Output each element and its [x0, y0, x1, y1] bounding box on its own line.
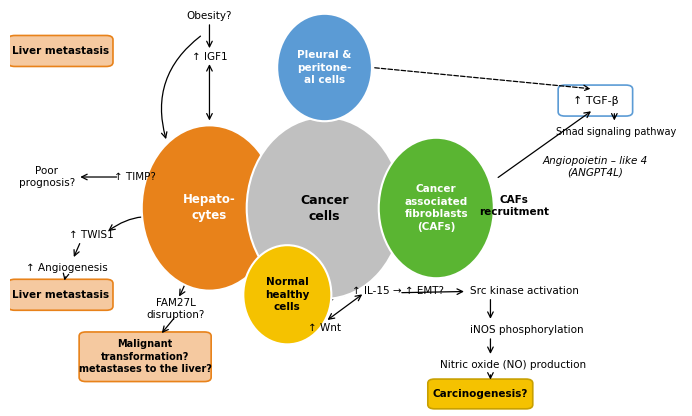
- FancyBboxPatch shape: [8, 35, 113, 67]
- Text: Cancer
associated
fibroblasts
(CAFs): Cancer associated fibroblasts (CAFs): [404, 184, 468, 232]
- Text: Cancer
cells: Cancer cells: [300, 193, 349, 223]
- Text: Smad signaling pathway: Smad signaling pathway: [556, 126, 676, 136]
- Ellipse shape: [244, 245, 331, 344]
- Text: Poor
prognosis?: Poor prognosis?: [19, 166, 75, 188]
- Text: Normal
healthy
cells: Normal healthy cells: [265, 277, 309, 312]
- Text: CAFs
recruitment: CAFs recruitment: [479, 195, 549, 217]
- Text: ↑ Angiogenesis: ↑ Angiogenesis: [26, 263, 108, 273]
- Text: Pleural &
peritone-
al cells: Pleural & peritone- al cells: [298, 50, 352, 85]
- Text: Angiopoietin – like 4
(ANGPT4L): Angiopoietin – like 4 (ANGPT4L): [543, 156, 648, 178]
- Text: Liver metastasis: Liver metastasis: [12, 290, 109, 300]
- Text: Carcinogenesis?: Carcinogenesis?: [432, 389, 528, 399]
- Ellipse shape: [379, 138, 494, 278]
- Text: ↑ IGF1: ↑ IGF1: [192, 52, 227, 62]
- Ellipse shape: [277, 14, 372, 121]
- FancyBboxPatch shape: [79, 332, 211, 381]
- Text: Hepato-
cytes: Hepato- cytes: [183, 193, 236, 223]
- Text: ↑ TIMP?: ↑ TIMP?: [114, 172, 156, 182]
- Text: Malignant
transformation?
metastases to the liver?: Malignant transformation? metastases to …: [79, 339, 212, 374]
- Text: Liver metastasis: Liver metastasis: [12, 46, 109, 56]
- Text: iNOS phosphorylation: iNOS phosphorylation: [470, 325, 584, 335]
- Text: ↑ IL-15 → ↑ EMT?: ↑ IL-15 → ↑ EMT?: [352, 286, 444, 296]
- FancyBboxPatch shape: [428, 379, 533, 409]
- Text: ↑ Wnt: ↑ Wnt: [308, 323, 341, 333]
- FancyBboxPatch shape: [8, 279, 113, 310]
- Text: Nitric oxide (NO) production: Nitric oxide (NO) production: [439, 360, 586, 370]
- FancyBboxPatch shape: [558, 85, 632, 116]
- Text: ↑ TGF-β: ↑ TGF-β: [572, 96, 618, 106]
- Text: FAM27L
disruption?: FAM27L disruption?: [147, 298, 205, 320]
- Text: Obesity?: Obesity?: [187, 11, 233, 21]
- Ellipse shape: [142, 125, 277, 291]
- Text: ↑ TWIS1: ↑ TWIS1: [69, 230, 113, 240]
- Text: Src kinase activation: Src kinase activation: [470, 286, 579, 296]
- Ellipse shape: [247, 117, 403, 299]
